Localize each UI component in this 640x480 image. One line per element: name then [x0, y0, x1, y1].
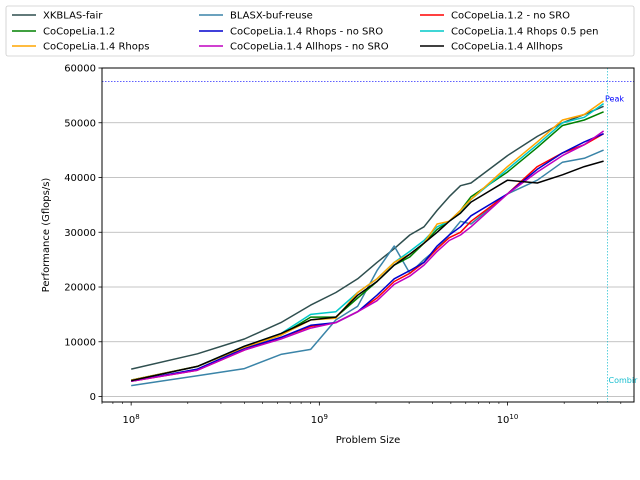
reference-lines: Peak Combir [102, 68, 638, 402]
series-line-2 [131, 133, 604, 382]
combined-label: Combir [609, 376, 639, 385]
series-line-1 [131, 149, 604, 387]
y-axis-label: Performance (Gflops/s) [41, 178, 52, 293]
legend-entry: CoCopeLia.1.2 - no SRO [451, 11, 570, 22]
series-line-3 [131, 111, 604, 381]
legend-entry: CoCopeLia.1.4 Rhops [43, 42, 149, 53]
legend-entry: BLASX-buf-reuse [230, 11, 313, 22]
y-tick-label: 60000 [64, 64, 96, 75]
series-line-6 [131, 100, 605, 381]
x-tick-exponent: 9 [323, 413, 327, 421]
x-tick-base: 10 [311, 415, 324, 426]
x-axis-ticks: 108 109 1010 [101, 402, 622, 426]
x-tick-label: 109 [311, 413, 328, 426]
grid-lines [102, 67, 634, 397]
x-tick-exponent: 8 [135, 413, 139, 421]
legend-box [5, 5, 635, 57]
peak-label: Peak [605, 95, 624, 104]
series-line-7 [131, 130, 605, 382]
legend-entry: XKBLAS-fair [43, 11, 103, 22]
y-tick-label: 0 [90, 392, 96, 403]
y-tick-label: 30000 [64, 228, 96, 239]
x-tick-label: 1010 [497, 413, 519, 426]
y-tick-label: 50000 [64, 118, 96, 129]
series-line-8 [131, 160, 604, 382]
y-tick-label: 20000 [64, 283, 96, 294]
legend-entry: CoCopeLia.1.4 Rhops 0.5 pen [451, 27, 599, 38]
x-tick-base: 10 [497, 415, 510, 426]
plot-area-frame [101, 67, 635, 403]
y-tick-label: 40000 [64, 173, 96, 184]
legend-entry: CoCopeLia.1.4 Allhops [451, 42, 563, 53]
legend: XKBLAS-fair BLASX-buf-reuse CoCopeLia.1.2 … [5, 5, 635, 57]
x-tick-label: 108 [123, 413, 140, 426]
legend-entry: CoCopeLia.1.2 [43, 27, 115, 38]
y-tick-label: 10000 [64, 337, 96, 348]
series-lines [131, 100, 605, 387]
x-tick-exponent: 10 [509, 413, 518, 421]
series-line-4 [131, 133, 604, 382]
x-axis-label: Problem Size [336, 435, 401, 446]
legend-entry: CoCopeLia.1.4 Rhops - no SRO [230, 27, 383, 38]
y-axis-ticks: 0 10000 20000 30000 40000 50000 60000 [64, 64, 102, 403]
legend-entry: CoCopeLia.1.4 Allhops - no SRO [230, 42, 389, 53]
x-tick-base: 10 [123, 415, 136, 426]
series-line-5 [131, 102, 605, 381]
series-line-0 [131, 105, 604, 370]
